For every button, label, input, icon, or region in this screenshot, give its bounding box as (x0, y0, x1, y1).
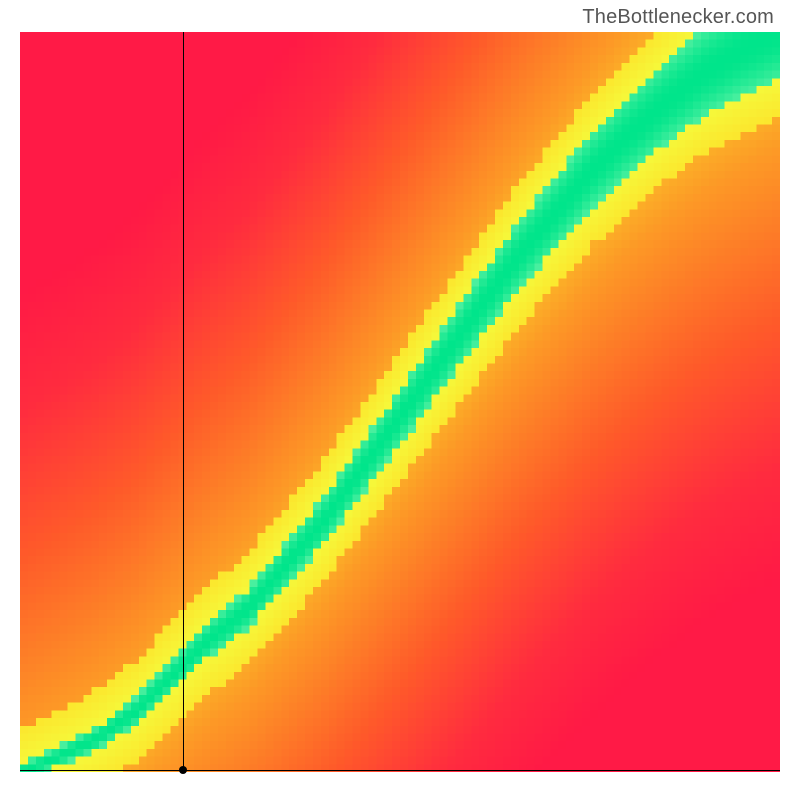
watermark-text: TheBottlenecker.com (582, 6, 774, 29)
x-axis-line (20, 770, 780, 771)
heatmap-plot (20, 32, 780, 772)
heatmap-canvas (20, 32, 780, 772)
marker-dot (179, 766, 187, 774)
marker-vertical-line (183, 32, 184, 770)
